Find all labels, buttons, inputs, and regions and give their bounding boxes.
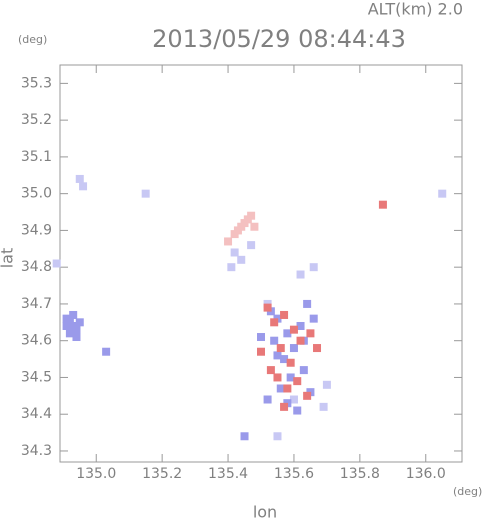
data-point xyxy=(237,255,246,264)
data-point xyxy=(72,333,81,342)
data-point xyxy=(263,395,272,404)
data-point xyxy=(257,347,265,356)
data-point xyxy=(257,333,265,342)
data-point xyxy=(286,373,295,382)
data-point xyxy=(65,329,74,338)
x-tick-label: 136.0 xyxy=(406,466,446,482)
data-point xyxy=(322,380,331,389)
x-tick-label: 135.6 xyxy=(274,466,314,482)
data-point xyxy=(289,325,298,334)
plot-frame xyxy=(59,64,463,463)
data-point xyxy=(296,321,305,330)
data-point xyxy=(102,347,111,356)
data-point xyxy=(280,402,289,411)
x-tick-label: 135.0 xyxy=(76,466,116,482)
data-point xyxy=(303,391,312,400)
y-tick-label: 35.2 xyxy=(21,112,52,128)
data-point xyxy=(283,329,292,338)
data-point xyxy=(240,219,249,228)
y-tick-label: 34.8 xyxy=(21,259,52,275)
data-point xyxy=(289,395,298,404)
data-point xyxy=(273,351,282,360)
x-tick-label: 135.4 xyxy=(208,466,248,482)
data-point xyxy=(270,336,279,345)
data-point xyxy=(224,237,233,246)
chart-subtitle: ALT(km) 2.0 xyxy=(368,0,463,19)
y-tick-label: 35.3 xyxy=(21,75,52,91)
data-point xyxy=(276,384,285,393)
data-point xyxy=(280,355,289,364)
data-point xyxy=(240,432,249,441)
x-axis-label: lon xyxy=(253,503,277,522)
y-unit: (deg) xyxy=(18,33,47,46)
data-point xyxy=(286,358,295,367)
data-point xyxy=(72,325,81,334)
data-point xyxy=(309,263,318,272)
data-point xyxy=(75,318,84,327)
x-tick-label: 135.8 xyxy=(340,466,380,482)
data-point xyxy=(293,377,302,386)
data-point xyxy=(378,200,387,209)
y-tick-label: 35.1 xyxy=(21,149,52,165)
x-tick-label: 135.2 xyxy=(142,466,182,482)
chart-title: 2013/05/29 08:44:43 xyxy=(152,25,406,53)
data-point xyxy=(438,189,447,198)
data-point xyxy=(289,344,298,353)
data-point xyxy=(141,189,150,198)
data-point xyxy=(266,366,275,375)
y-tick-label: 34.5 xyxy=(21,369,52,385)
data-point xyxy=(79,182,88,191)
data-point xyxy=(303,299,312,308)
y-axis-label: lat xyxy=(0,248,17,269)
data-point xyxy=(283,384,292,393)
data-point xyxy=(233,226,242,235)
data-point xyxy=(247,211,256,220)
data-point xyxy=(273,373,282,382)
data-point xyxy=(319,402,328,411)
data-point xyxy=(299,366,308,375)
y-tick-label: 34.9 xyxy=(21,222,52,238)
data-point xyxy=(276,344,285,353)
data-point xyxy=(280,310,289,319)
y-tick-label: 34.4 xyxy=(21,406,52,422)
data-point xyxy=(296,336,305,345)
y-tick-label: 34.7 xyxy=(21,296,52,312)
data-point xyxy=(247,241,256,250)
data-point xyxy=(270,318,279,327)
x-unit: (deg) xyxy=(453,485,482,498)
data-point xyxy=(230,248,239,257)
y-tick-label: 34.6 xyxy=(21,333,52,349)
data-point xyxy=(52,259,61,268)
data-point xyxy=(250,222,259,231)
data-point xyxy=(313,344,322,353)
y-tick-label: 35.0 xyxy=(21,186,52,202)
data-point xyxy=(273,432,282,441)
data-point xyxy=(69,310,78,319)
data-point xyxy=(306,329,315,338)
data-point xyxy=(227,263,236,272)
data-point xyxy=(296,270,305,279)
data-point xyxy=(263,303,272,312)
data-point xyxy=(62,321,71,330)
data-point xyxy=(293,406,302,415)
data-point xyxy=(75,174,84,183)
y-tick-label: 34.3 xyxy=(21,443,52,459)
data-point xyxy=(309,314,318,323)
